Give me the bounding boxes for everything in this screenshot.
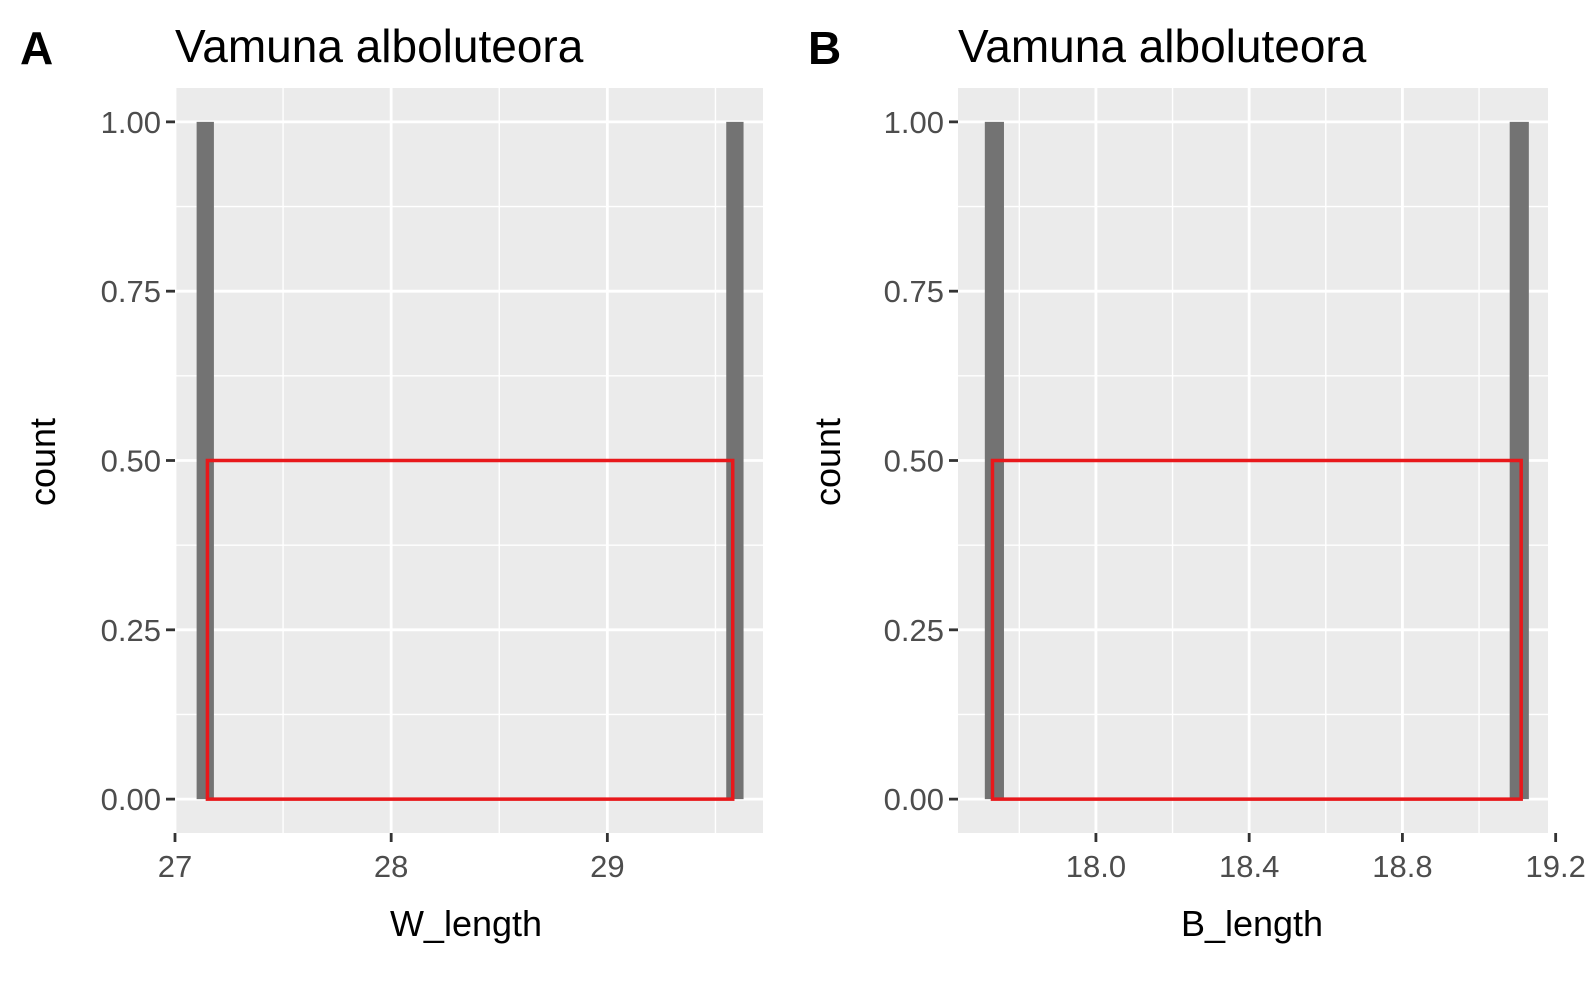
panel-a-bar: [726, 121, 744, 800]
panel-a-y-tick-label: 1.00: [101, 105, 161, 140]
panel-b-x-tick-label: 19.2: [1525, 849, 1585, 884]
panel-a: A Vamuna alboluteora 0.00 0.25 0.50 0.75 1.00…: [20, 20, 763, 944]
panel-b-y-tick-label: 0.25: [884, 613, 944, 648]
panel-b-x-axis-label: B_length: [1181, 903, 1323, 944]
panel-b-y-tick-label: 0.00: [884, 782, 944, 817]
panel-b-x-tick-label: 18.8: [1372, 849, 1432, 884]
panel-a-y-axis-label: count: [22, 418, 63, 506]
panel-b-y-tick-label: 0.75: [884, 274, 944, 309]
panel-b-title: Vamuna alboluteora: [958, 20, 1367, 72]
panel-a-title: Vamuna alboluteora: [175, 20, 584, 72]
panel-a-y-tick-label: 0.75: [101, 274, 161, 309]
panel-b-tag: B: [808, 22, 841, 74]
panel-b-x-tick-label: 18.4: [1219, 849, 1279, 884]
panel-b-y-axis-label: count: [807, 418, 848, 506]
panel-b-y-tick-label: 1.00: [884, 105, 944, 140]
panel-a-x-axis-label: W_length: [390, 903, 542, 944]
panel-a-x-tick-label: 27: [158, 849, 192, 884]
panel-b-plot-area: 0.00 0.25 0.50 0.75 1.00 18.0 18.4 18.8 19.2: [884, 88, 1586, 884]
panel-a-y-tick-label: 0.00: [101, 782, 161, 817]
panel-a-x-tick-label: 28: [374, 849, 408, 884]
panel-a-x-tick-label: 29: [590, 849, 624, 884]
panel-b-y-tick-label: 0.50: [884, 444, 944, 479]
panel-b-outline-box: [990, 458, 1523, 801]
panel-a-bar: [196, 121, 214, 800]
panel-a-outline-box: [205, 458, 735, 801]
panel-b: B Vamuna alboluteora 0.00 0.25 0.50 0.75 1.00…: [807, 20, 1586, 944]
panel-a-tag: A: [20, 22, 53, 74]
panel-b-x-tick-label: 18.0: [1066, 849, 1126, 884]
panel-a-y-tick-label: 0.25: [101, 613, 161, 648]
panel-a-plot-area: 0.00 0.25 0.50 0.75 1.00 27 28 29: [101, 88, 763, 884]
panel-a-y-tick-label: 0.50: [101, 444, 161, 479]
